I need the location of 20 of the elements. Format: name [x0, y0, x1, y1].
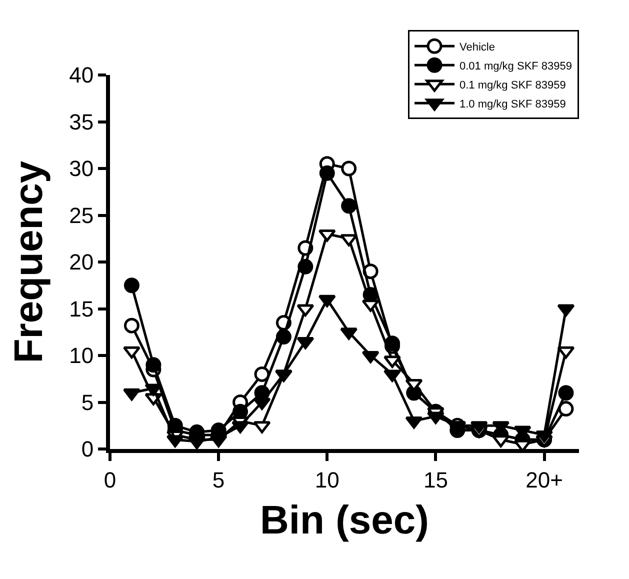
legend-label: 1.0 mg/kg SKF 83959 — [460, 98, 566, 110]
x-tick-label: 10 — [314, 467, 340, 492]
x-tick-label: 5 — [212, 467, 225, 492]
y-tick-label: 40 — [69, 62, 94, 88]
y-tick-label: 30 — [69, 156, 94, 182]
y-tick-label: 20 — [69, 250, 94, 275]
y-tick-label: 0 — [81, 436, 94, 462]
x-tick-label: 20+ — [526, 467, 563, 492]
y-tick-label: 5 — [81, 390, 94, 415]
y-tick-label: 10 — [69, 343, 94, 368]
y-tick-label: 15 — [69, 296, 94, 322]
legend-label: Vehicle — [460, 41, 495, 54]
legend-label: 0.1 mg/kg SKF 83959 — [460, 79, 566, 92]
y-tick-label: 35 — [69, 109, 94, 134]
y-tick-label: 25 — [69, 202, 94, 228]
y-axis-title: Frequency — [7, 160, 52, 364]
x-tick-label: 0 — [104, 467, 116, 492]
x-axis-title: Bin (sec) — [260, 498, 429, 542]
x-tick-label: 15 — [423, 467, 448, 492]
legend-label: 0.01 mg/kg SKF 83959 — [460, 60, 572, 72]
